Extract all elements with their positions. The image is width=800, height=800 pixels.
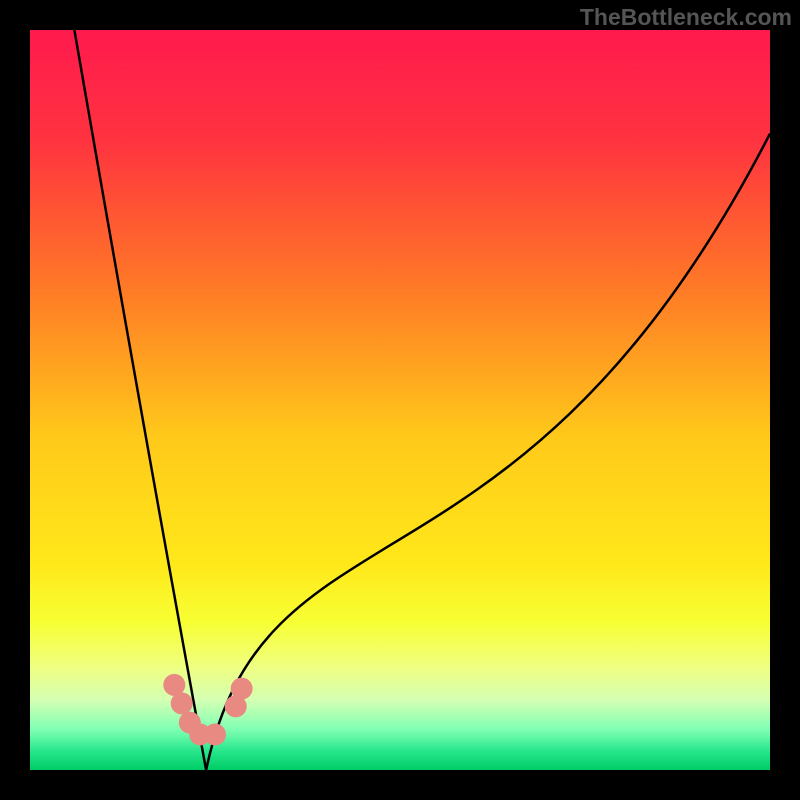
gradient-plot-area: [30, 30, 770, 770]
marker-dot: [231, 678, 253, 700]
marker-dot: [171, 692, 193, 714]
marker-dot: [204, 723, 226, 745]
watermark-text: TheBottleneck.com: [580, 4, 792, 31]
bottleneck-plot: [0, 0, 800, 800]
